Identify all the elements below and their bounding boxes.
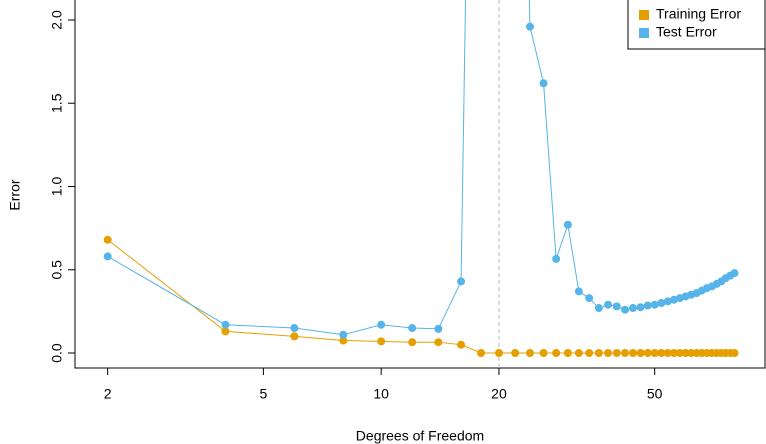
data-point bbox=[628, 349, 637, 358]
data-point bbox=[434, 338, 443, 347]
data-point bbox=[612, 349, 621, 358]
data-point bbox=[290, 332, 299, 341]
data-point bbox=[494, 349, 503, 358]
data-point bbox=[628, 304, 637, 313]
data-point bbox=[657, 299, 666, 308]
data-point bbox=[681, 349, 690, 358]
data-point bbox=[574, 349, 583, 358]
y-tick-label: 1.0 bbox=[49, 177, 65, 197]
x-tick-label: 5 bbox=[259, 386, 267, 402]
y-axis-label: Error bbox=[7, 179, 23, 210]
data-point bbox=[457, 277, 466, 286]
plot-frame bbox=[74, 0, 766, 369]
data-point bbox=[339, 330, 348, 339]
x-axis-label: Degrees of Freedom bbox=[356, 428, 484, 444]
data-point bbox=[594, 349, 603, 358]
x-tick-label: 20 bbox=[491, 386, 507, 402]
x-tick-label: 2 bbox=[104, 386, 112, 402]
data-point bbox=[290, 324, 299, 333]
data-point bbox=[457, 340, 466, 349]
data-point bbox=[594, 304, 603, 313]
series-line bbox=[107, 0, 735, 336]
y-tick-label: 2.0 bbox=[49, 10, 65, 30]
data-point bbox=[408, 324, 417, 333]
plot-area bbox=[103, 0, 739, 368]
legend-swatch bbox=[639, 10, 649, 20]
legend-swatch bbox=[639, 28, 649, 38]
x-tick-label: 10 bbox=[373, 386, 389, 402]
data-point bbox=[604, 300, 613, 309]
data-point bbox=[585, 349, 594, 358]
data-point bbox=[657, 349, 666, 358]
data-point bbox=[511, 349, 520, 358]
y-tick-label: 0.0 bbox=[49, 343, 65, 363]
data-point bbox=[221, 327, 230, 336]
data-point bbox=[612, 302, 621, 311]
data-point bbox=[730, 349, 739, 358]
y-tick-label: 1.5 bbox=[49, 93, 65, 113]
data-point bbox=[434, 324, 443, 333]
data-point bbox=[377, 320, 386, 329]
data-point bbox=[339, 336, 348, 345]
legend-box bbox=[627, 0, 766, 50]
legend-label: Test Error bbox=[656, 24, 717, 40]
data-point bbox=[585, 294, 594, 303]
data-point bbox=[539, 349, 548, 358]
data-point bbox=[650, 300, 659, 309]
data-point bbox=[643, 349, 652, 358]
data-point bbox=[621, 349, 630, 358]
data-point bbox=[621, 305, 630, 314]
data-point bbox=[730, 269, 739, 278]
data-point bbox=[525, 349, 534, 358]
data-point bbox=[663, 297, 672, 306]
data-point bbox=[408, 338, 417, 347]
data-point bbox=[636, 349, 645, 358]
data-point bbox=[552, 254, 561, 263]
data-point bbox=[539, 79, 548, 88]
y-tick-label: 0.5 bbox=[49, 260, 65, 280]
data-point bbox=[574, 287, 583, 296]
data-point bbox=[636, 303, 645, 312]
series-line bbox=[107, 239, 735, 354]
data-point bbox=[377, 337, 386, 346]
data-point bbox=[675, 349, 684, 358]
data-point bbox=[669, 349, 678, 358]
data-point bbox=[221, 320, 230, 329]
data-point bbox=[604, 349, 613, 358]
data-point bbox=[563, 220, 572, 229]
data-point bbox=[103, 252, 112, 261]
legend-label: Training Error bbox=[656, 6, 741, 22]
data-point bbox=[643, 301, 652, 310]
data-point bbox=[103, 235, 112, 244]
data-point bbox=[525, 22, 534, 31]
x-tick-label: 50 bbox=[647, 386, 663, 402]
data-point bbox=[650, 349, 659, 358]
data-point bbox=[477, 349, 486, 358]
data-point bbox=[663, 349, 672, 358]
data-point bbox=[552, 349, 561, 358]
data-point bbox=[563, 349, 572, 358]
